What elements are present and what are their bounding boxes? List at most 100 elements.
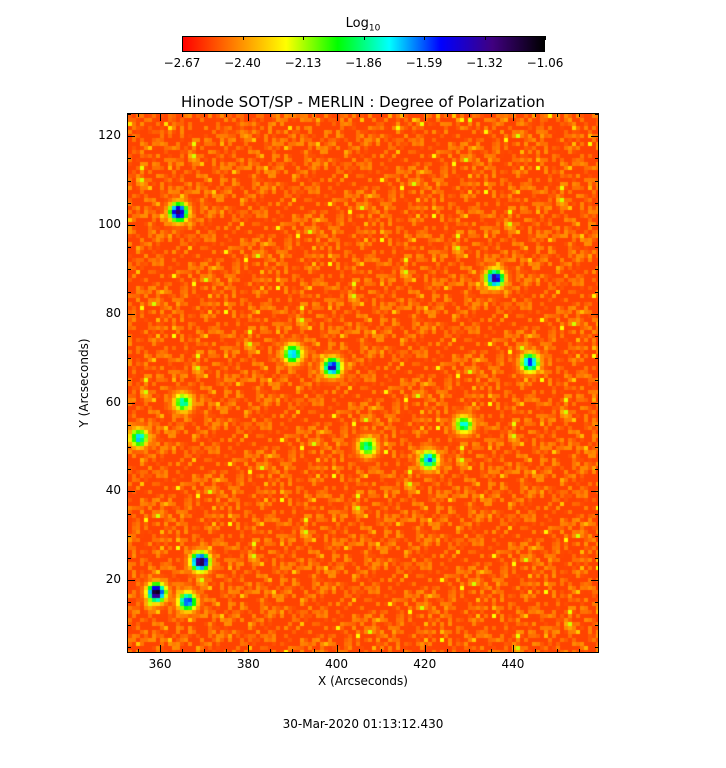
x-tick-label: 380 xyxy=(236,657,260,671)
y-tick xyxy=(127,313,135,315)
x-tick-label: 420 xyxy=(413,657,437,671)
colorbar-tick-label: −2.67 xyxy=(163,56,201,70)
y-tick-right xyxy=(595,535,599,537)
y-tick xyxy=(127,557,131,559)
x-tick xyxy=(248,645,250,653)
x-tick-top xyxy=(358,113,360,117)
y-tick xyxy=(127,158,131,160)
colorbar-tick xyxy=(484,36,486,40)
colorbar-tick-label: −1.59 xyxy=(405,56,443,70)
y-tick xyxy=(127,646,131,648)
x-tick-top xyxy=(138,113,140,117)
y-tick-right xyxy=(595,380,599,382)
x-tick-top xyxy=(490,113,492,117)
y-tick xyxy=(127,446,131,448)
x-tick-label: 400 xyxy=(325,657,348,671)
x-tick-top xyxy=(468,113,470,117)
y-tick-right xyxy=(595,247,599,249)
y-tick-right xyxy=(591,402,599,404)
x-tick xyxy=(402,649,404,653)
x-tick xyxy=(579,649,581,653)
colorbar-tick-label: −1.06 xyxy=(526,56,564,70)
y-tick xyxy=(127,402,135,404)
y-tick-right xyxy=(595,469,599,471)
x-tick xyxy=(446,649,448,653)
x-tick xyxy=(226,649,228,653)
y-tick xyxy=(127,247,131,249)
y-tick xyxy=(127,469,131,471)
colorbar-tick-label: −2.40 xyxy=(224,56,261,70)
x-tick xyxy=(557,649,559,653)
y-tick-right xyxy=(595,158,599,160)
y-tick-right xyxy=(595,513,599,515)
colorbar-tick-label: −2.13 xyxy=(284,56,322,70)
x-tick xyxy=(380,649,382,653)
y-tick-right xyxy=(591,580,599,582)
y-tick-right xyxy=(595,358,599,360)
y-tick-right xyxy=(595,113,599,115)
x-tick-top xyxy=(270,113,272,117)
y-tick xyxy=(127,535,131,537)
y-tick xyxy=(127,358,131,360)
x-tick-top xyxy=(402,113,404,117)
y-tick-label: 60 xyxy=(105,394,121,409)
x-tick-top xyxy=(424,113,426,121)
y-tick-right xyxy=(595,424,599,426)
y-tick xyxy=(127,291,131,293)
x-tick xyxy=(336,645,338,653)
y-tick xyxy=(127,602,131,604)
x-tick xyxy=(468,649,470,653)
x-tick xyxy=(314,649,316,653)
colorbar-tick xyxy=(545,36,546,40)
y-tick-right xyxy=(595,335,599,337)
colorbar-tick xyxy=(242,36,244,40)
y-tick xyxy=(127,202,131,204)
x-tick xyxy=(270,649,272,653)
x-tick-top xyxy=(579,113,581,117)
x-tick-label: 360 xyxy=(148,657,172,671)
chart-title: Hinode SOT/SP - MERLIN : Degree of Polar… xyxy=(181,93,545,111)
x-tick xyxy=(490,649,492,653)
colorbar-tick-label: −1.86 xyxy=(345,56,382,70)
x-tick-top xyxy=(380,113,382,117)
y-tick xyxy=(127,180,131,182)
x-tick-top xyxy=(226,113,228,117)
y-tick xyxy=(127,513,131,515)
x-tick-top xyxy=(336,113,338,121)
y-tick-right xyxy=(591,136,599,138)
y-tick-right xyxy=(591,224,599,226)
x-tick-top xyxy=(512,113,514,121)
y-tick-right xyxy=(595,646,599,648)
x-tick xyxy=(512,645,514,653)
x-tick xyxy=(424,645,426,653)
y-tick-right xyxy=(591,313,599,315)
x-tick-top xyxy=(160,113,162,121)
x-tick-top xyxy=(204,113,206,117)
y-axis-label: Y (Arcseconds) xyxy=(77,338,91,428)
x-tick-label: 440 xyxy=(501,657,525,671)
colorbar-tick xyxy=(363,36,365,40)
y-tick xyxy=(127,380,131,382)
y-tick-right xyxy=(595,602,599,604)
x-tick-top xyxy=(446,113,448,117)
y-tick-right xyxy=(595,446,599,448)
y-tick-right xyxy=(595,624,599,626)
y-tick xyxy=(127,491,135,493)
x-tick xyxy=(292,649,294,653)
y-tick-label: 80 xyxy=(105,305,121,320)
x-tick xyxy=(182,649,184,653)
x-tick-top xyxy=(292,113,294,117)
y-tick-label: 40 xyxy=(105,483,121,498)
y-tick xyxy=(127,624,131,626)
timestamp: 30-Mar-2020 01:13:12.430 xyxy=(282,717,444,731)
colorbar-tick xyxy=(182,36,183,40)
y-tick-right xyxy=(595,269,599,271)
y-tick xyxy=(127,113,131,115)
colorbar-tick xyxy=(424,36,425,40)
colorbar-tick-label: −1.32 xyxy=(466,56,503,70)
y-tick xyxy=(127,224,135,226)
x-tick-top xyxy=(314,113,316,117)
y-tick-label: 100 xyxy=(98,216,121,231)
y-tick-right xyxy=(595,291,599,293)
y-tick xyxy=(127,580,135,582)
